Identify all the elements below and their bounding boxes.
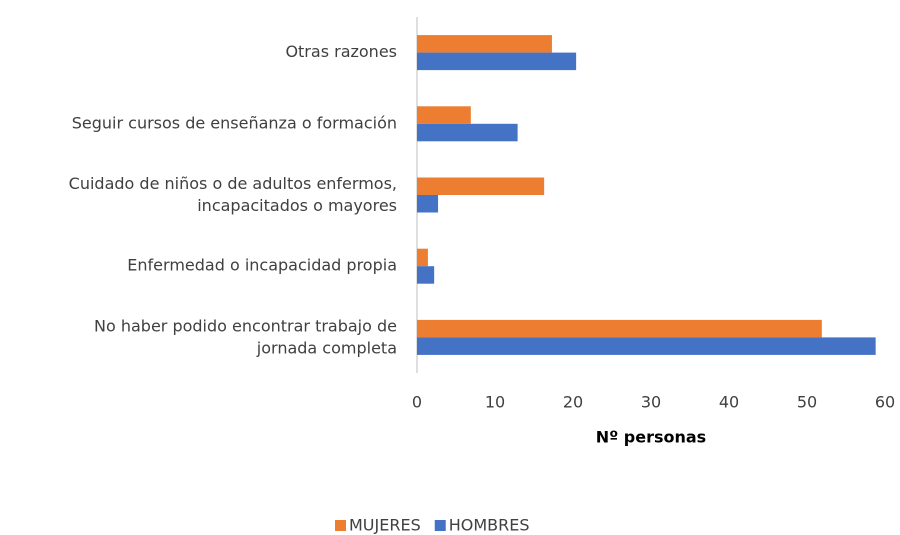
legend-label: MUJERES (349, 516, 421, 535)
bar (417, 319, 822, 338)
x-tick-label: 10 (485, 393, 505, 412)
y-tick-label: Enfermedad o incapacidad propia (127, 256, 397, 275)
legend-swatch (335, 520, 346, 531)
x-tick-label: 40 (719, 393, 739, 412)
bar (417, 52, 577, 71)
x-tick-label: 30 (641, 393, 661, 412)
x-tick-label: 60 (875, 393, 895, 412)
bar (417, 266, 435, 284)
x-tick-label: 50 (797, 393, 817, 412)
bar (417, 177, 545, 195)
bar (417, 195, 439, 213)
legend-swatch (434, 520, 446, 531)
bar (417, 123, 518, 142)
bar (417, 337, 876, 355)
y-tick-label: Seguir cursos de enseñanza o formación (72, 113, 397, 132)
bar (417, 106, 471, 124)
x-tick-label: 20 (563, 393, 583, 412)
x-axis-label: Nº personas (596, 428, 706, 447)
bar (417, 35, 552, 53)
y-tick-label: No haber podido encontrar trabajo de jorn… (94, 316, 397, 357)
y-tick-label: Cuidado de niños o de adultos enfermos, i… (69, 174, 397, 215)
y-tick-label: Otras razones (285, 42, 397, 61)
legend-label: HOMBRES (449, 516, 530, 535)
bar (417, 248, 428, 267)
x-tick-label: 0 (412, 393, 422, 412)
